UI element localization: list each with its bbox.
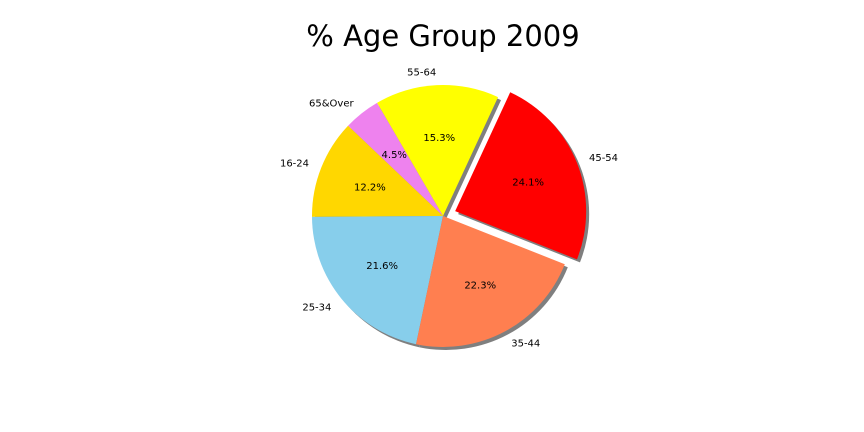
- pie-slices: [312, 85, 587, 347]
- slice-percent-label: 12.2%: [354, 183, 386, 194]
- slice-percent-label: 4.5%: [382, 150, 407, 161]
- pie-slice-16-24: [312, 125, 443, 217]
- slice-category-label: 45-54: [589, 153, 618, 164]
- slice-category-label: 35-44: [511, 338, 540, 349]
- pie-slice-25-34: [312, 216, 443, 345]
- pie-slice-55-64: [377, 85, 499, 217]
- pie-slice-65-over: [348, 102, 443, 216]
- slice-percent-label: 15.3%: [423, 133, 455, 144]
- slice-labels: 45-54 24.1% 55-64 15.3% 65&Over 4.5% 16-24 12.2…: [280, 68, 618, 350]
- slice-category-label: 16-24: [280, 158, 309, 169]
- slice-percent-label: 21.6%: [366, 261, 398, 272]
- slice-percent-label: 22.3%: [464, 281, 496, 292]
- slice-category-label: 65&Over: [309, 98, 354, 109]
- pie-slice-35-44: [416, 216, 565, 347]
- slice-percent-label: 24.1%: [512, 177, 544, 188]
- pie-slice-45-54: [455, 92, 587, 260]
- slice-category-label: 55-64: [407, 68, 436, 79]
- chart-title: % Age Group 2009: [306, 19, 579, 53]
- slice-category-label: 25-34: [302, 303, 331, 314]
